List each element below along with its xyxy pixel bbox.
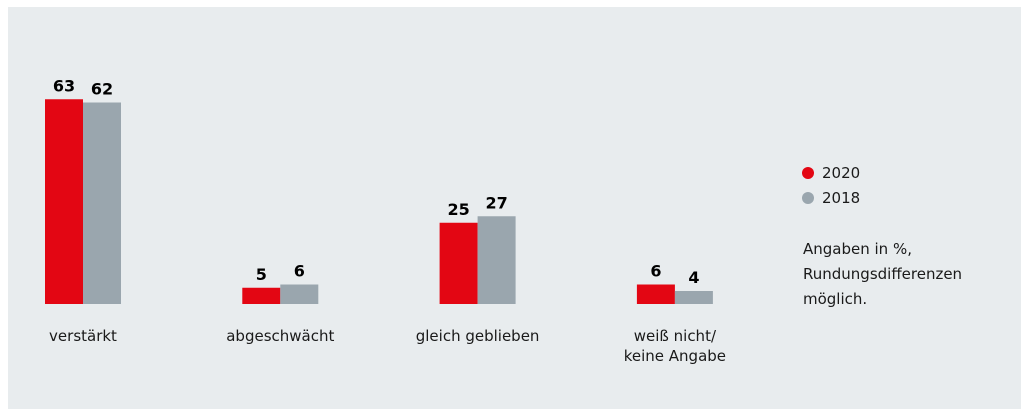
value-label: 4 [688,268,699,287]
bar [674,291,713,304]
bar [83,102,121,304]
x-tick-label: abgeschwächt [226,327,335,345]
value-label: 63 [53,76,75,95]
value-label: 5 [256,265,267,284]
bar [242,287,281,304]
value-label: 27 [485,193,507,212]
x-tick-label: weiß nicht/ keine Angabe [623,327,727,365]
bar [439,222,478,304]
value-label: 6 [650,262,661,281]
legend-marker [802,167,814,179]
bar [477,216,516,304]
value-label: 62 [91,80,113,99]
chart-panel [8,7,1021,409]
legend-label: 2018 [822,189,861,207]
legend-marker [802,192,814,204]
bar [280,284,319,304]
value-label: 6 [294,262,305,281]
value-label: 25 [447,200,469,219]
x-tick-label: verstärkt [49,327,117,345]
note: Angaben in %, Rundungsdifferenzen möglic… [803,240,963,308]
legend-label: 2020 [822,164,861,182]
bar [636,284,675,304]
x-tick-label: gleich geblieben [415,327,540,345]
bar [45,99,83,304]
